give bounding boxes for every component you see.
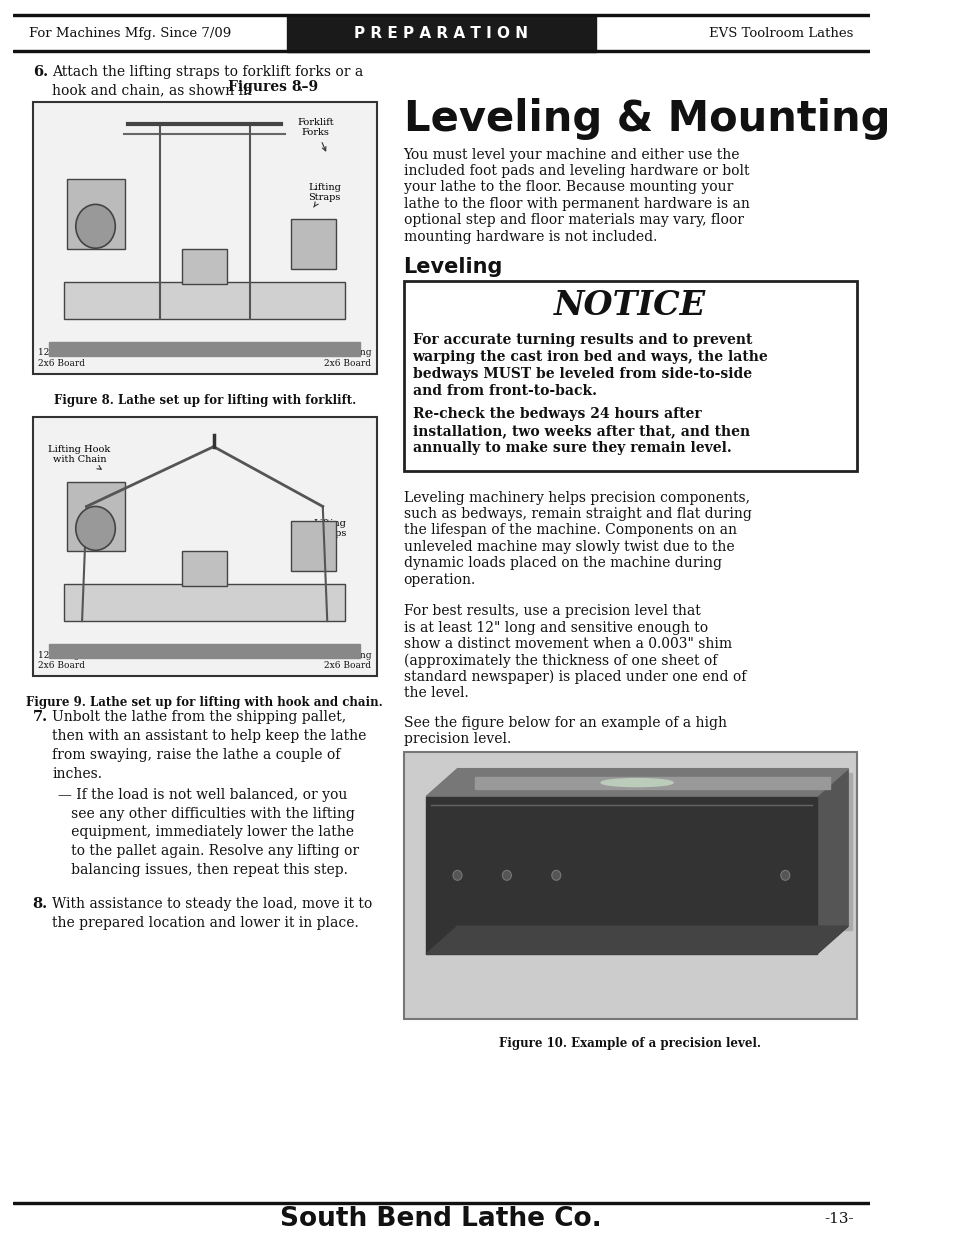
Circle shape bbox=[453, 871, 461, 881]
Text: South Bend Lathe Co.: South Bend Lathe Co. bbox=[280, 1207, 601, 1233]
Text: dynamic loads placed on the machine during: dynamic loads placed on the machine duri… bbox=[403, 556, 720, 571]
Bar bbox=[32, 101, 376, 374]
Text: the lifespan of the machine. Components on an: the lifespan of the machine. Components … bbox=[403, 524, 736, 537]
Text: operation.: operation. bbox=[403, 573, 476, 587]
Circle shape bbox=[502, 871, 511, 881]
Text: such as bedways, remain straight and flat during: such as bedways, remain straight and fla… bbox=[403, 506, 751, 521]
Text: With assistance to steady the load, move it to
the prepared location and lower i: With assistance to steady the load, move… bbox=[52, 898, 373, 930]
Text: bedways MUST be leveled from side-to-side: bedways MUST be leveled from side-to-sid… bbox=[412, 367, 751, 380]
Bar bbox=[291, 521, 335, 572]
Text: 6.: 6. bbox=[32, 64, 48, 79]
Text: 12" Long
2x6 Board: 12" Long 2x6 Board bbox=[38, 651, 85, 669]
Bar bbox=[403, 752, 856, 1019]
Bar bbox=[182, 249, 227, 284]
Text: 12" Long
2x6 Board: 12" Long 2x6 Board bbox=[38, 348, 85, 368]
Text: Lifting Hook
with Chain: Lifting Hook with Chain bbox=[49, 445, 111, 469]
Text: mounting hardware is not included.: mounting hardware is not included. bbox=[403, 230, 657, 243]
Text: warping the cast iron bed and ways, the lathe: warping the cast iron bed and ways, the … bbox=[412, 350, 767, 364]
Text: Lifting
Straps: Lifting Straps bbox=[308, 183, 340, 207]
Text: standard newspaper) is placed under one end of: standard newspaper) is placed under one … bbox=[403, 669, 745, 684]
Text: Figure 10. Example of a precision level.: Figure 10. Example of a precision level. bbox=[498, 1037, 760, 1050]
Text: annually to make sure they remain level.: annually to make sure they remain level. bbox=[412, 441, 731, 454]
Bar bbox=[13, 49, 869, 52]
Text: the level.: the level. bbox=[403, 687, 468, 700]
Circle shape bbox=[75, 204, 115, 248]
Text: unleveled machine may slowly twist due to the: unleveled machine may slowly twist due t… bbox=[403, 540, 734, 553]
Text: For Machines Mfg. Since 7/09: For Machines Mfg. Since 7/09 bbox=[29, 27, 231, 41]
Text: lathe to the floor with permanent hardware is an: lathe to the floor with permanent hardwa… bbox=[403, 196, 749, 211]
Polygon shape bbox=[426, 768, 847, 797]
Polygon shape bbox=[816, 768, 847, 955]
Text: Figures 8–9: Figures 8–9 bbox=[228, 80, 318, 94]
Bar bbox=[287, 16, 596, 52]
Text: 8.: 8. bbox=[32, 898, 48, 911]
Text: and from front-to-back.: and from front-to-back. bbox=[412, 384, 596, 398]
Text: is at least 12" long and sensitive enough to: is at least 12" long and sensitive enoug… bbox=[403, 621, 707, 635]
Text: You must level your machine and either use the: You must level your machine and either u… bbox=[403, 147, 740, 162]
Circle shape bbox=[551, 871, 560, 881]
Bar bbox=[67, 179, 125, 249]
Bar bbox=[13, 14, 869, 16]
Ellipse shape bbox=[600, 778, 672, 787]
Bar bbox=[49, 342, 360, 356]
Text: Unbolt the lathe from the shipping pallet,
then with an assistant to help keep t: Unbolt the lathe from the shipping palle… bbox=[52, 710, 366, 781]
Text: show a distinct movement when a 0.003" shim: show a distinct movement when a 0.003" s… bbox=[403, 637, 731, 651]
Text: 7.: 7. bbox=[32, 710, 48, 724]
Text: P R E P A R A T I O N: P R E P A R A T I O N bbox=[354, 26, 528, 42]
Bar bbox=[182, 551, 227, 587]
Text: Forklift
Forks: Forklift Forks bbox=[297, 117, 334, 151]
Polygon shape bbox=[475, 777, 829, 789]
Text: Leveling: Leveling bbox=[403, 257, 502, 277]
Circle shape bbox=[75, 506, 115, 551]
Bar bbox=[49, 643, 360, 658]
Text: See the figure below for an example of a high: See the figure below for an example of a… bbox=[403, 716, 726, 730]
Text: your lathe to the floor. Because mounting your: your lathe to the floor. Because mountin… bbox=[403, 180, 732, 194]
Text: Attach the lifting straps to forklift forks or a
hook and chain, as shown in: Attach the lifting straps to forklift fo… bbox=[52, 64, 363, 98]
Bar bbox=[291, 220, 335, 269]
Text: Figure 8. Lathe set up for lifting with forklift.: Figure 8. Lathe set up for lifting with … bbox=[53, 394, 355, 406]
Circle shape bbox=[780, 871, 789, 881]
Polygon shape bbox=[426, 926, 847, 955]
Text: For accurate turning results and to prevent: For accurate turning results and to prev… bbox=[412, 333, 751, 347]
Bar bbox=[403, 282, 856, 471]
Bar bbox=[32, 416, 376, 676]
Text: 12" Long
2x6 Board: 12" Long 2x6 Board bbox=[324, 651, 371, 669]
Text: installation, two weeks after that, and then: installation, two weeks after that, and … bbox=[412, 424, 749, 437]
Text: Lifting
Straps: Lifting Straps bbox=[314, 519, 346, 543]
Text: .: . bbox=[298, 80, 302, 94]
Text: (approximately the thickness of one sheet of: (approximately the thickness of one shee… bbox=[403, 653, 717, 668]
Polygon shape bbox=[426, 797, 816, 955]
Text: Re-check the bedways 24 hours after: Re-check the bedways 24 hours after bbox=[412, 406, 700, 421]
Text: 12" Long
2x6 Board: 12" Long 2x6 Board bbox=[324, 348, 371, 368]
Text: Figure 9. Lathe set up for lifting with hook and chain.: Figure 9. Lathe set up for lifting with … bbox=[27, 695, 383, 709]
Bar bbox=[67, 482, 125, 551]
Bar bbox=[64, 282, 345, 319]
Bar bbox=[13, 1203, 869, 1204]
Text: Leveling machinery helps precision components,: Leveling machinery helps precision compo… bbox=[403, 490, 749, 505]
Text: optional step and floor materials may vary, floor: optional step and floor materials may va… bbox=[403, 214, 742, 227]
Polygon shape bbox=[460, 773, 851, 930]
Text: — If the load is not well balanced, or you
   see any other difficulties with th: — If the load is not well balanced, or y… bbox=[58, 788, 358, 877]
Text: -13-: -13- bbox=[823, 1213, 853, 1226]
Text: precision level.: precision level. bbox=[403, 732, 510, 746]
Text: NOTICE: NOTICE bbox=[554, 289, 706, 322]
Text: included foot pads and leveling hardware or bolt: included foot pads and leveling hardware… bbox=[403, 164, 748, 178]
Text: Leveling & Mounting: Leveling & Mounting bbox=[403, 98, 889, 140]
Text: EVS Toolroom Lathes: EVS Toolroom Lathes bbox=[708, 27, 853, 41]
Text: For best results, use a precision level that: For best results, use a precision level … bbox=[403, 604, 700, 619]
Bar bbox=[64, 584, 345, 621]
